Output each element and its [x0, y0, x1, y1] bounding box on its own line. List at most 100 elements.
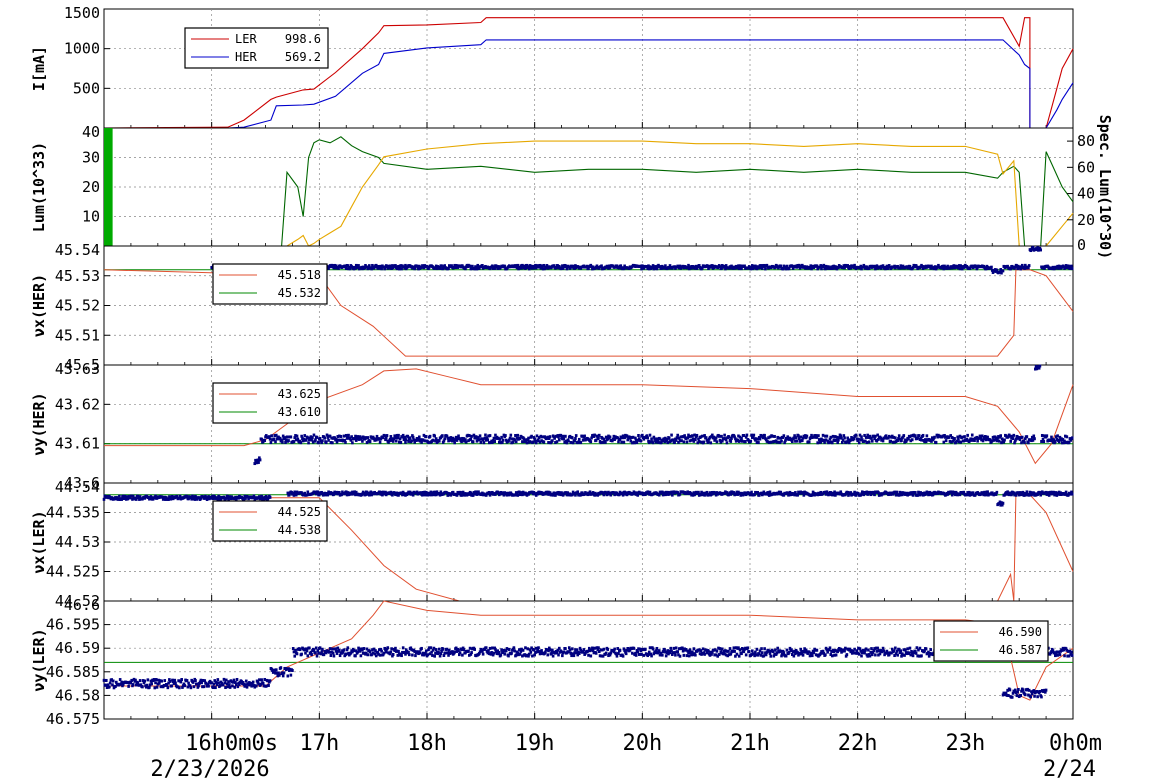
data-point — [882, 649, 886, 653]
data-point — [154, 681, 157, 685]
data-point — [688, 648, 692, 652]
data-point — [751, 649, 754, 653]
data-point — [228, 683, 231, 687]
data-point — [1050, 492, 1053, 496]
data-point — [567, 646, 571, 650]
data-point — [284, 438, 288, 442]
data-point — [714, 648, 717, 652]
data-point — [720, 651, 723, 655]
data-point — [404, 648, 408, 652]
data-point — [585, 264, 589, 268]
data-point — [670, 433, 673, 437]
data-point — [513, 438, 516, 442]
data-point — [914, 434, 917, 438]
data-point — [727, 435, 731, 439]
data-point — [417, 267, 420, 271]
data-point — [669, 439, 673, 443]
data-point — [362, 647, 366, 651]
data-point — [707, 437, 711, 441]
data-point — [827, 265, 830, 269]
data-point — [561, 437, 564, 441]
data-point — [690, 653, 693, 657]
data-point — [827, 492, 831, 496]
data-point — [962, 490, 966, 494]
data-point — [769, 440, 773, 444]
data-point — [867, 266, 871, 270]
data-point — [422, 493, 426, 497]
data-point — [1000, 271, 1003, 275]
data-point — [872, 434, 876, 438]
data-point — [233, 685, 237, 689]
data-point — [174, 681, 177, 685]
data-point — [122, 497, 126, 501]
data-point — [652, 435, 656, 439]
data-point — [430, 493, 433, 497]
data-point — [635, 648, 639, 652]
data-point — [373, 652, 377, 656]
data-point — [268, 437, 272, 441]
data-point — [607, 654, 610, 658]
data-point — [413, 650, 416, 654]
data-point — [470, 267, 473, 271]
data-point — [764, 651, 767, 655]
data-point — [538, 440, 542, 444]
data-point — [866, 433, 869, 437]
data-point — [931, 438, 935, 442]
data-point — [784, 267, 788, 271]
data-point — [860, 651, 864, 655]
data-point — [389, 435, 393, 439]
data-point — [682, 440, 686, 444]
data-point — [304, 647, 308, 651]
data-point — [729, 439, 733, 443]
data-point — [440, 264, 443, 268]
y-tick-label: 46.585 — [46, 663, 100, 681]
data-point — [303, 491, 307, 495]
data-point — [1014, 437, 1018, 441]
data-point — [625, 648, 629, 652]
data-point — [1007, 694, 1010, 698]
data-point — [236, 685, 240, 689]
data-point — [885, 264, 889, 268]
data-point — [511, 437, 514, 441]
data-point — [870, 647, 873, 651]
data-point — [454, 435, 458, 439]
data-point — [737, 654, 741, 658]
data-point — [1023, 266, 1026, 270]
data-point — [778, 440, 782, 444]
data-point — [478, 650, 482, 654]
data-point — [828, 437, 832, 441]
data-point — [936, 265, 939, 269]
data-point — [461, 653, 464, 657]
data-point — [780, 439, 783, 443]
data-point — [308, 646, 311, 650]
data-point — [395, 433, 399, 437]
data-point — [334, 649, 338, 653]
data-point — [557, 646, 561, 650]
data-point — [754, 437, 758, 441]
data-point — [991, 270, 995, 274]
data-point — [720, 434, 723, 438]
data-point — [734, 437, 737, 441]
data-point — [448, 438, 451, 442]
data-point — [857, 646, 860, 650]
data-point — [824, 267, 827, 271]
data-point — [995, 268, 999, 272]
data-point — [444, 651, 447, 655]
data-point — [469, 491, 473, 495]
data-point — [999, 268, 1003, 272]
data-point — [475, 439, 479, 443]
data-point — [755, 440, 759, 444]
data-point — [601, 436, 604, 440]
data-point — [707, 493, 711, 497]
data-point — [354, 263, 358, 267]
data-point — [519, 649, 523, 653]
data-point — [704, 436, 708, 440]
data-point — [1064, 434, 1067, 438]
data-point — [139, 683, 143, 687]
data-point — [158, 679, 162, 683]
data-point — [374, 438, 378, 442]
data-point — [241, 681, 245, 685]
data-point — [340, 651, 343, 655]
data-point — [537, 439, 540, 443]
data-point — [492, 436, 496, 440]
